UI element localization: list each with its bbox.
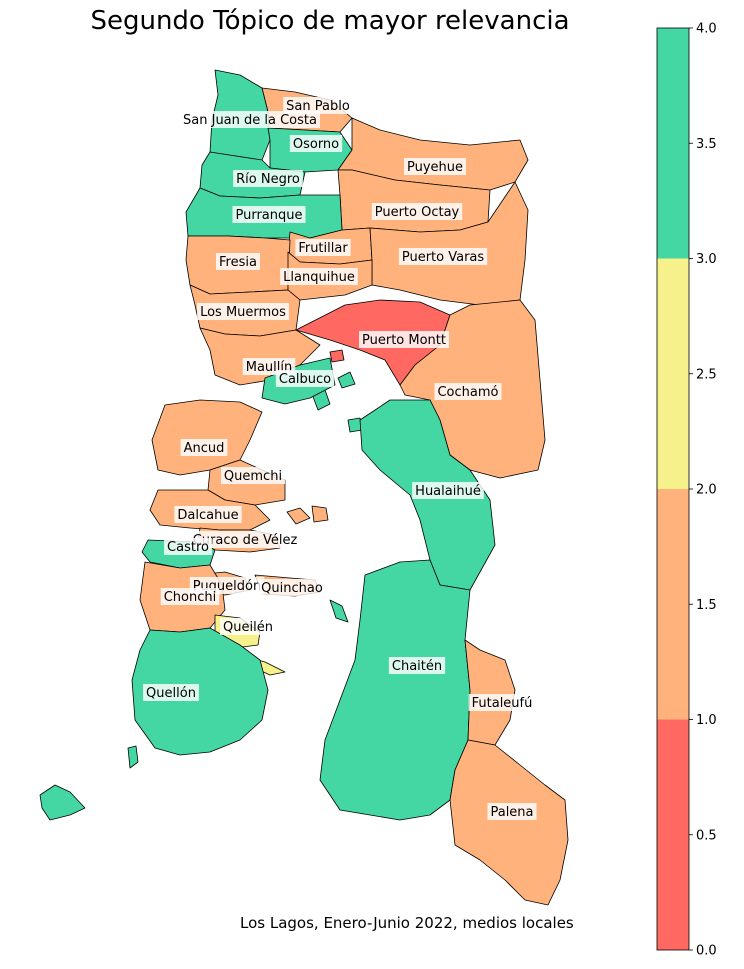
svg-text:Puyehue: Puyehue <box>407 160 463 175</box>
region-label-dalcahue: Dalcahue <box>174 506 242 523</box>
svg-text:Futaleufú: Futaleufú <box>472 696 533 711</box>
colorbar: 0.0 0.5 1.0 1.5 2.0 2.5 3.0 3.5 4.0 <box>656 22 717 959</box>
svg-text:Puerto Montt: Puerto Montt <box>362 333 446 348</box>
region-label-purranque: Purranque <box>232 206 306 223</box>
region-label-castro: Castro <box>164 538 212 555</box>
colorbar-band-2 <box>657 489 689 720</box>
region-label-osorno: Osorno <box>289 135 343 152</box>
svg-text:Calbuco: Calbuco <box>279 372 331 387</box>
region-label-futaleufu: Futaleufú <box>468 694 536 711</box>
region-label-chonchi: Chonchi <box>160 588 220 605</box>
svg-text:Osorno: Osorno <box>293 137 339 152</box>
region-label-san-juan-de-la-costa: San Juan de la Costa <box>180 111 320 128</box>
region-chaiten <box>319 559 471 821</box>
svg-text:Frutillar: Frutillar <box>298 241 348 256</box>
svg-text:Hualaihué: Hualaihué <box>415 484 481 499</box>
svg-text:Queilén: Queilén <box>223 620 273 635</box>
svg-text:San Juan de la Costa: San Juan de la Costa <box>183 113 317 128</box>
region-label-palena: Palena <box>487 803 537 820</box>
region-label-puyehue: Puyehue <box>403 158 467 175</box>
island-6 <box>329 599 349 623</box>
svg-text:Curaco de Vélez: Curaco de Vélez <box>193 533 298 548</box>
svg-text:Ancud: Ancud <box>184 441 225 456</box>
region-puerto-varas <box>369 181 529 306</box>
region-futaleufu <box>464 639 516 746</box>
region-label-fresia: Fresia <box>216 253 260 270</box>
region-label-llanquihue: Llanquihue <box>280 268 358 285</box>
region-label-quinchao: Quinchao <box>258 579 326 596</box>
svg-text:Chonchi: Chonchi <box>164 590 217 605</box>
svg-text:Puerto Varas: Puerto Varas <box>402 250 485 265</box>
colorbar-tick-label: 4.0 <box>696 22 717 37</box>
svg-text:Palena: Palena <box>490 805 533 820</box>
svg-text:Puerto Octay: Puerto Octay <box>375 205 460 220</box>
colorbar-tick-label: 3.0 <box>696 252 717 267</box>
region-label-frutillar: Frutillar <box>295 239 351 256</box>
colorbar-tick-label: 2.5 <box>696 367 717 382</box>
svg-text:Quellón: Quellón <box>146 686 196 701</box>
map-caption: Los Lagos, Enero-Junio 2022, medios loca… <box>240 914 574 932</box>
region-label-rio-negro: Río Negro <box>233 170 303 187</box>
colorbar-tick-label: 2.0 <box>696 483 717 498</box>
svg-text:Los Muermos: Los Muermos <box>200 305 286 320</box>
svg-text:Quinchao: Quinchao <box>261 581 323 596</box>
colorbar-tick-label: 0.0 <box>696 944 717 959</box>
svg-text:Quemchi: Quemchi <box>224 469 282 484</box>
region-palena <box>449 739 569 906</box>
island-1 <box>39 784 86 821</box>
region-label-hualaihue: Hualaihué <box>412 482 484 499</box>
colorbar-tick-label: 1.0 <box>696 713 717 728</box>
svg-text:Purranque: Purranque <box>235 208 302 223</box>
region-label-los-muermos: Los Muermos <box>197 303 289 320</box>
colorbar-tick-label: 3.5 <box>696 137 717 152</box>
island-2 <box>127 745 139 769</box>
region-label-san-pablo: San Pablo <box>283 97 353 114</box>
region-quellon <box>131 627 269 756</box>
svg-text:Llanquihue: Llanquihue <box>283 270 355 285</box>
svg-text:Castro: Castro <box>167 540 209 555</box>
region-label-curaco-de-velez: Curaco de Vélez <box>189 531 301 548</box>
region-label-queilen: Queilén <box>220 618 276 635</box>
svg-text:Fresia: Fresia <box>219 255 257 270</box>
region-label-puerto-varas: Puerto Varas <box>398 248 488 265</box>
colorbar-tick-label: 1.5 <box>696 598 717 613</box>
svg-text:Cochamó: Cochamó <box>437 385 498 400</box>
island-4 <box>286 507 311 525</box>
svg-text:Dalcahue: Dalcahue <box>177 508 238 523</box>
island-7 <box>337 371 356 389</box>
svg-text:San Pablo: San Pablo <box>286 99 350 114</box>
region-label-quellon: Quellón <box>143 684 199 701</box>
region-label-puerto-montt: Puerto Montt <box>359 331 449 348</box>
svg-text:Río Negro: Río Negro <box>236 172 300 187</box>
island-8 <box>329 349 345 363</box>
region-label-calbuco: Calbuco <box>275 370 335 387</box>
colorbar-band-3 <box>657 258 689 489</box>
region-label-quemchi: Quemchi <box>220 467 286 484</box>
region-label-puerto-octay: Puerto Octay <box>371 203 463 220</box>
map-title: Segundo Tópico de mayor relevancia <box>90 6 570 36</box>
svg-text:Chaitén: Chaitén <box>392 659 442 674</box>
region-label-chaiten: Chaitén <box>388 657 446 674</box>
colorbar-tick-label: 0.5 <box>696 828 717 843</box>
regions-layer <box>39 69 569 906</box>
region-label-ancud: Ancud <box>180 439 228 456</box>
island-5 <box>311 505 329 523</box>
colorbar-band-4 <box>657 28 689 259</box>
region-label-cochamo: Cochamó <box>434 383 502 400</box>
colorbar-band-1 <box>657 719 689 950</box>
